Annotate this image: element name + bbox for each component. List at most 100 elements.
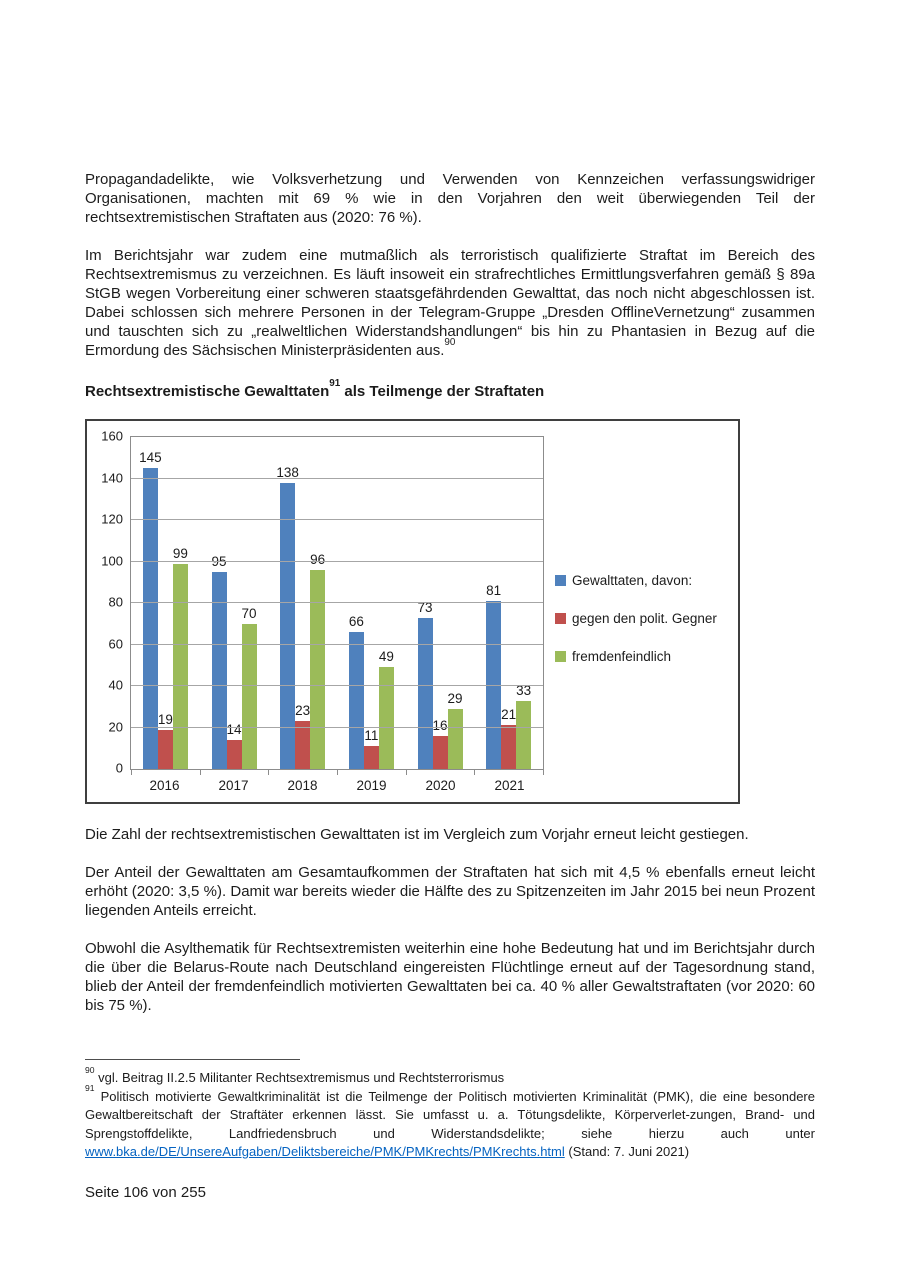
x-tick-label: 2018 bbox=[287, 778, 318, 793]
bar: 33 bbox=[516, 683, 531, 769]
y-tick-label: 0 bbox=[115, 760, 123, 776]
legend-item: Gewalttaten, davon: bbox=[555, 573, 717, 588]
page-content: Propagandadelikte, wie Volksverhetzung u… bbox=[85, 171, 815, 1201]
legend-swatch bbox=[555, 613, 566, 624]
bar-value-label: 81 bbox=[486, 582, 502, 598]
gridline bbox=[131, 726, 543, 728]
footnote-90: 90 vgl. Beitrag II.2.5 Militanter Rechts… bbox=[85, 1066, 815, 1088]
bar-value-label: 70 bbox=[241, 605, 257, 621]
x-axis-tick bbox=[199, 770, 201, 775]
bar-group-2019: 66 11 49 bbox=[337, 437, 406, 769]
footnote-91-marker: 91 bbox=[85, 1083, 95, 1094]
footnote-91-stand: (Stand: 7. Juni 2021) bbox=[564, 1144, 690, 1159]
bar: 23 bbox=[295, 703, 310, 769]
bar-value-label: 11 bbox=[364, 728, 379, 744]
bar: 70 bbox=[241, 606, 257, 769]
x-axis-tick bbox=[268, 770, 270, 775]
y-tick-label: 160 bbox=[101, 428, 123, 444]
legend-label: gegen den polit. Gegner bbox=[572, 611, 717, 626]
chart-heading-text-after: als Teilmenge der Straftaten bbox=[340, 383, 545, 400]
footnotes-section: 90 vgl. Beitrag II.2.5 Militanter Rechts… bbox=[85, 1059, 815, 1162]
bar: 96 bbox=[310, 552, 325, 769]
bar-value-label: 73 bbox=[417, 599, 433, 615]
y-tick-label: 20 bbox=[108, 719, 123, 734]
chart-heading-text: Rechtsextremistische Gewalttaten bbox=[85, 383, 330, 400]
y-axis: 0 20 40 60 80 100 120 140 160 bbox=[89, 429, 123, 776]
y-tick-label: 140 bbox=[101, 470, 123, 485]
bar: 11 bbox=[363, 728, 379, 769]
paragraph-text: Im Berichtsjahr war zudem eine mutmaßlic… bbox=[85, 247, 815, 359]
gridline bbox=[131, 643, 543, 645]
bar-value-label: 21 bbox=[501, 707, 517, 723]
x-axis-tick bbox=[131, 770, 132, 775]
paragraph-asylthematik: Obwohl die Asylthematik für Rechtsextrem… bbox=[85, 940, 815, 1014]
footnote-ref-91: 91 bbox=[329, 377, 341, 389]
bar-group-2017: 95 14 70 bbox=[200, 437, 269, 769]
y-tick-label: 120 bbox=[101, 511, 123, 527]
bar-value-label: 96 bbox=[310, 551, 326, 567]
gridline bbox=[131, 602, 543, 603]
bar-chart: 0 20 40 60 80 100 120 140 160 145 19 99 95 14 70 138 23… bbox=[85, 419, 740, 804]
paragraph-berichtsjahr: Im Berichtsjahr war zudem eine mutmaßlic… bbox=[85, 246, 815, 360]
x-tick-label: 2016 bbox=[149, 778, 180, 793]
bar-value-label: 19 bbox=[157, 711, 173, 727]
footnote-90-text: vgl. Beitrag II.2.5 Militanter Rechtsext… bbox=[94, 1070, 505, 1085]
footnote-separator bbox=[85, 1059, 300, 1060]
bar: 73 bbox=[418, 600, 433, 769]
footnote-91-text: Politisch motivierte Gewaltkriminalität … bbox=[85, 1088, 815, 1141]
bar: 29 bbox=[448, 691, 463, 769]
legend-label: Gewalttaten, davon: bbox=[572, 573, 693, 588]
bar: 14 bbox=[226, 722, 242, 769]
bar-value-label: 14 bbox=[226, 721, 242, 737]
bar-value-label: 33 bbox=[516, 682, 532, 698]
y-tick-label: 100 bbox=[101, 553, 123, 568]
bar-value-label: 138 bbox=[276, 464, 299, 480]
bar: 19 bbox=[158, 712, 173, 769]
bar: 21 bbox=[501, 707, 516, 769]
gridline bbox=[131, 560, 543, 562]
legend-swatch bbox=[555, 575, 566, 586]
bar-group-2020: 73 16 29 bbox=[406, 437, 475, 769]
bar-value-label: 66 bbox=[348, 614, 364, 630]
x-axis-tick bbox=[474, 770, 476, 775]
y-tick-label: 60 bbox=[108, 636, 123, 651]
bar-group-2018: 138 23 96 bbox=[268, 437, 337, 769]
x-axis-tick bbox=[543, 770, 544, 775]
x-axis-tick bbox=[405, 770, 407, 775]
legend-item: gegen den polit. Gegner bbox=[555, 611, 717, 626]
bar: 66 bbox=[349, 614, 364, 769]
gridline bbox=[131, 685, 543, 686]
bka-pmk-link[interactable]: www.bka.de/DE/UnsereAufgaben/Deliktsbere… bbox=[85, 1144, 565, 1159]
y-tick-label: 40 bbox=[108, 677, 123, 693]
bar-group-2021: 81 21 33 bbox=[474, 437, 543, 769]
gridline bbox=[131, 519, 543, 520]
chart-legend: Gewalttaten, davon: gegen den polit. Gegn… bbox=[555, 573, 717, 664]
footnote-ref-90: 90 bbox=[444, 336, 456, 348]
bar: 99 bbox=[173, 546, 188, 769]
bar-value-label: 29 bbox=[447, 690, 463, 706]
legend-label: fremdenfeindlich bbox=[572, 649, 672, 664]
x-tick-label: 2020 bbox=[425, 778, 456, 793]
legend-item: fremdenfeindlich bbox=[555, 649, 717, 664]
bar-value-label: 145 bbox=[139, 450, 162, 466]
bar: 145 bbox=[139, 450, 162, 769]
bar-value-label: 99 bbox=[172, 545, 188, 561]
x-axis-tick bbox=[337, 770, 338, 775]
x-axis-labels: 2016 2017 2018 2019 2020 2021 bbox=[130, 778, 544, 793]
footnote-91: 91 Politisch motivierte Gewaltkriminalit… bbox=[85, 1084, 815, 1162]
bar-value-label: 23 bbox=[295, 703, 311, 719]
paragraph-propagandadelikte: Propagandadelikte, wie Volksverhetzung u… bbox=[85, 171, 815, 226]
bar-value-label: 16 bbox=[432, 717, 448, 733]
y-tick-label: 80 bbox=[108, 594, 123, 610]
x-tick-label: 2019 bbox=[356, 778, 387, 793]
chart-heading: Rechtsextremistische Gewalttaten91 als T… bbox=[85, 378, 815, 401]
bar-value-label: 49 bbox=[378, 649, 394, 665]
bar: 49 bbox=[379, 649, 394, 769]
x-tick-label: 2017 bbox=[218, 778, 249, 793]
x-tick-label: 2021 bbox=[494, 778, 525, 793]
bar: 138 bbox=[276, 465, 299, 769]
bar-group-2016: 145 19 99 bbox=[131, 437, 200, 769]
gridline bbox=[131, 477, 543, 479]
footnote-90-marker: 90 bbox=[85, 1064, 95, 1075]
